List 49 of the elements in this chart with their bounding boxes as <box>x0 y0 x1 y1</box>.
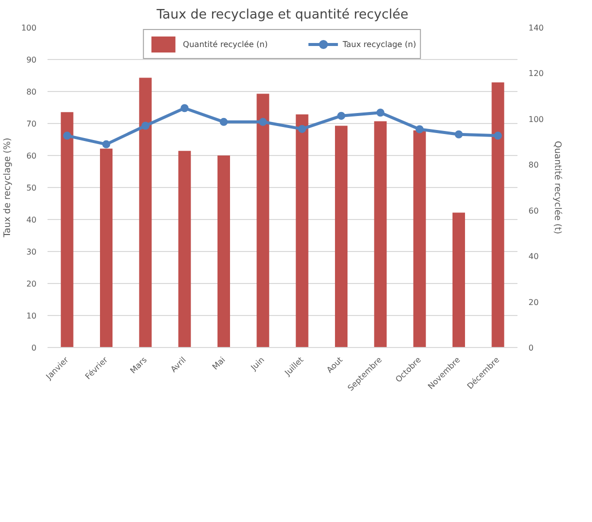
point <box>258 118 267 126</box>
y-tick-label: 20 <box>26 280 37 288</box>
point <box>454 130 463 138</box>
point <box>376 108 384 117</box>
y-tick-label: 70 <box>26 120 37 128</box>
y2-axis-title: Quantité recyclée (t) <box>552 140 563 234</box>
bar <box>256 94 270 348</box>
bar <box>100 148 113 348</box>
y-tick-label: 50 <box>26 184 37 192</box>
legend-label: Taux recyclage (n) <box>342 40 416 48</box>
chart-title: Taux de recyclage et quantité recyclée <box>156 8 408 22</box>
bar <box>60 112 74 348</box>
point <box>494 132 502 140</box>
bar <box>452 212 466 348</box>
point <box>141 122 150 130</box>
point <box>416 125 424 134</box>
point <box>102 140 110 148</box>
y2-tick-label: 60 <box>528 206 539 216</box>
y-tick-label: 0 <box>31 344 37 352</box>
y-tick-label: 80 <box>26 88 37 96</box>
point <box>298 124 306 133</box>
y-tick-label: 10 <box>26 312 37 320</box>
bar <box>374 121 387 348</box>
bar <box>296 114 308 348</box>
x-tick-label: Mai <box>210 355 227 372</box>
y2-tick-label: 120 <box>528 69 544 78</box>
bar <box>413 130 426 348</box>
y2-tick-label: 140 <box>528 24 544 32</box>
bar <box>334 126 348 348</box>
y2-tick-label: 20 <box>528 298 539 307</box>
point <box>220 118 228 126</box>
point <box>180 104 189 112</box>
y-tick-label: 60 <box>26 152 37 160</box>
legend-label: Quantité recyclée (n) <box>182 40 268 48</box>
y-tick-label: 30 <box>26 248 37 256</box>
point <box>337 112 346 120</box>
y-tick-label: 90 <box>26 56 37 64</box>
bar <box>217 156 230 348</box>
y2-tick-label: 40 <box>528 252 539 262</box>
y2-tick-label: 80 <box>528 160 539 170</box>
y2-tick-label: 100 <box>528 114 544 124</box>
point <box>63 132 72 140</box>
y-tick-label: 100 <box>21 24 37 32</box>
y-axis-title: Taux de recyclage (%) <box>3 138 14 238</box>
bar <box>139 78 152 348</box>
y-tick-label: 40 <box>26 216 37 224</box>
bar <box>178 150 191 348</box>
y2-tick-label: 0 <box>528 344 534 352</box>
bar <box>492 82 504 348</box>
